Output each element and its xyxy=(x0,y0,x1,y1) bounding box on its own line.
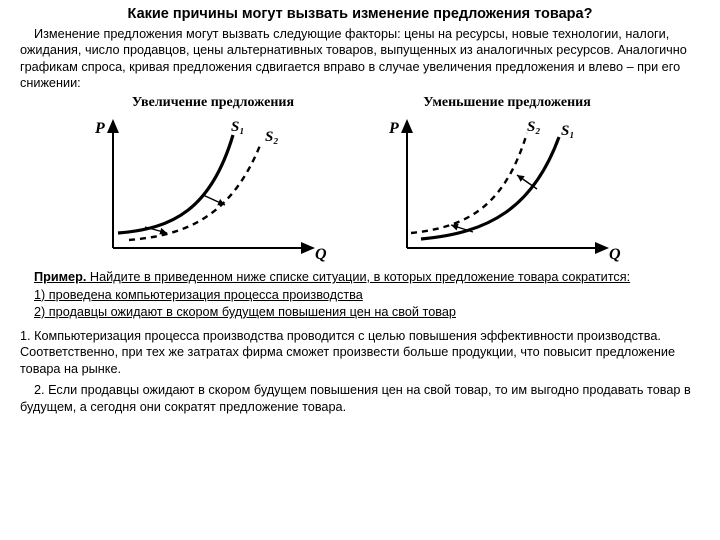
x-axis-label: Q xyxy=(315,246,327,263)
example-option-2: 2) продавцы ожидают в скором будущем пов… xyxy=(34,305,456,319)
example-prompt: Найдите в приведенном ниже списке ситуац… xyxy=(86,270,630,284)
example-block: Пример. Найдите в приведенном ниже списк… xyxy=(34,269,686,322)
chart-increase: Увеличение предложения xyxy=(83,95,343,263)
shift-arrow-2 xyxy=(203,195,225,205)
curve-s1 xyxy=(421,137,559,239)
answer-2: 2. Если продавцы ожидают в скором будуще… xyxy=(20,382,700,416)
y-axis-label: P xyxy=(388,120,399,137)
curve-s1 xyxy=(118,135,233,233)
page-title: Какие причины могут вызвать изменение пр… xyxy=(20,6,700,22)
y-axis-label: P xyxy=(94,120,105,137)
curve-s2 xyxy=(411,133,527,233)
chart-decrease-svg: P Q S₁ S₂ xyxy=(377,113,637,263)
chart-decrease-title: Уменьшение предложения xyxy=(377,95,637,111)
chart-increase-svg: P Q S₁ S₂ xyxy=(83,113,343,263)
curve-s2 xyxy=(129,143,261,240)
s2-label: S₂ xyxy=(265,129,279,145)
example-lead: Пример. xyxy=(34,270,86,284)
charts-row: Увеличение предложения xyxy=(20,95,700,263)
s1-label: S₁ xyxy=(561,123,575,139)
chart-decrease: Уменьшение предложения P Q xyxy=(377,95,637,263)
chart-increase-title: Увеличение предложения xyxy=(83,95,343,111)
x-axis-label: Q xyxy=(609,246,621,263)
intro-text: Изменение предложения могут вызвать след… xyxy=(20,26,700,91)
s1-label: S₁ xyxy=(231,119,245,135)
answer-1: 1. Компьютеризация процесса производства… xyxy=(20,328,700,378)
s2-label: S₂ xyxy=(527,119,541,135)
example-option-1: 1) проведена компьютеризация процесса пр… xyxy=(34,288,363,302)
